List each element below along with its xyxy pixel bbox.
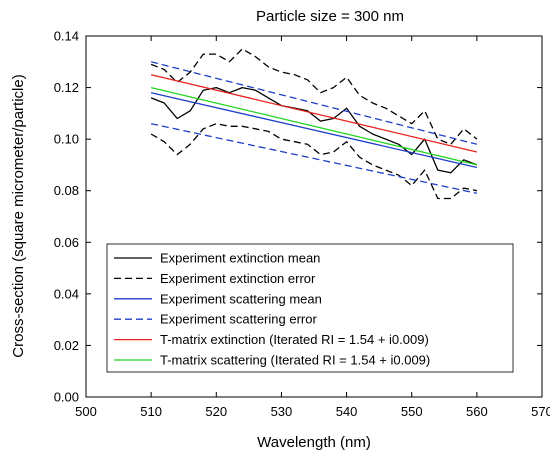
series-line-4 [150,61,478,145]
x-tick-label: 530 [271,404,293,419]
legend-label: T-matrix extinction (Iterated RI = 1.54 … [160,332,429,347]
y-tick-label: 0.10 [54,132,79,147]
legend-label: Experiment scattering mean [160,291,322,306]
y-tick-label: 0.06 [54,235,79,250]
x-axis-title: Wavelength (nm) [257,434,371,451]
y-tick-label: 0.04 [54,286,79,301]
axis-ticks: 500 510 520 530 540 550 560 570 0.00 0.02 0.04 0.06… [54,29,550,420]
x-tick-label: 520 [205,404,227,419]
series-line-2 [150,123,478,200]
y-tick-label: 0.02 [54,338,79,353]
legend-box [106,243,514,373]
x-tick-label: 540 [336,404,358,419]
series-line-1 [150,48,478,145]
series-line-7 [150,86,478,166]
legend-label: Experiment scattering error [160,312,317,327]
x-tick-label: 570 [531,404,550,419]
plot-frame [85,35,543,398]
legend: Experiment extinction mean Experiment ext… [106,243,514,373]
series-line-0 [150,86,478,174]
y-tick-label: 0.08 [54,183,79,198]
x-tick-label: 560 [466,404,488,419]
y-tick-label: 0.12 [54,80,79,95]
legend-label: Experiment extinction error [160,271,316,286]
legend-label: Experiment extinction mean [160,251,320,266]
series-line-6 [150,74,478,153]
y-tick-label: 0.00 [54,390,79,405]
x-tick-label: 510 [140,404,162,419]
y-tick-label: 0.14 [54,29,79,44]
chart-title: Particle size = 300 nm [256,8,404,25]
y-axis-title: Cross-section (square micrometer/particl… [10,74,27,357]
series-line-3 [150,92,478,169]
x-tick-label: 500 [75,404,97,419]
x-tick-label: 550 [401,404,423,419]
series-layer [150,48,478,200]
series-line-5 [150,123,478,194]
legend-label: T-matrix scattering (Iterated RI = 1.54 … [160,353,430,368]
